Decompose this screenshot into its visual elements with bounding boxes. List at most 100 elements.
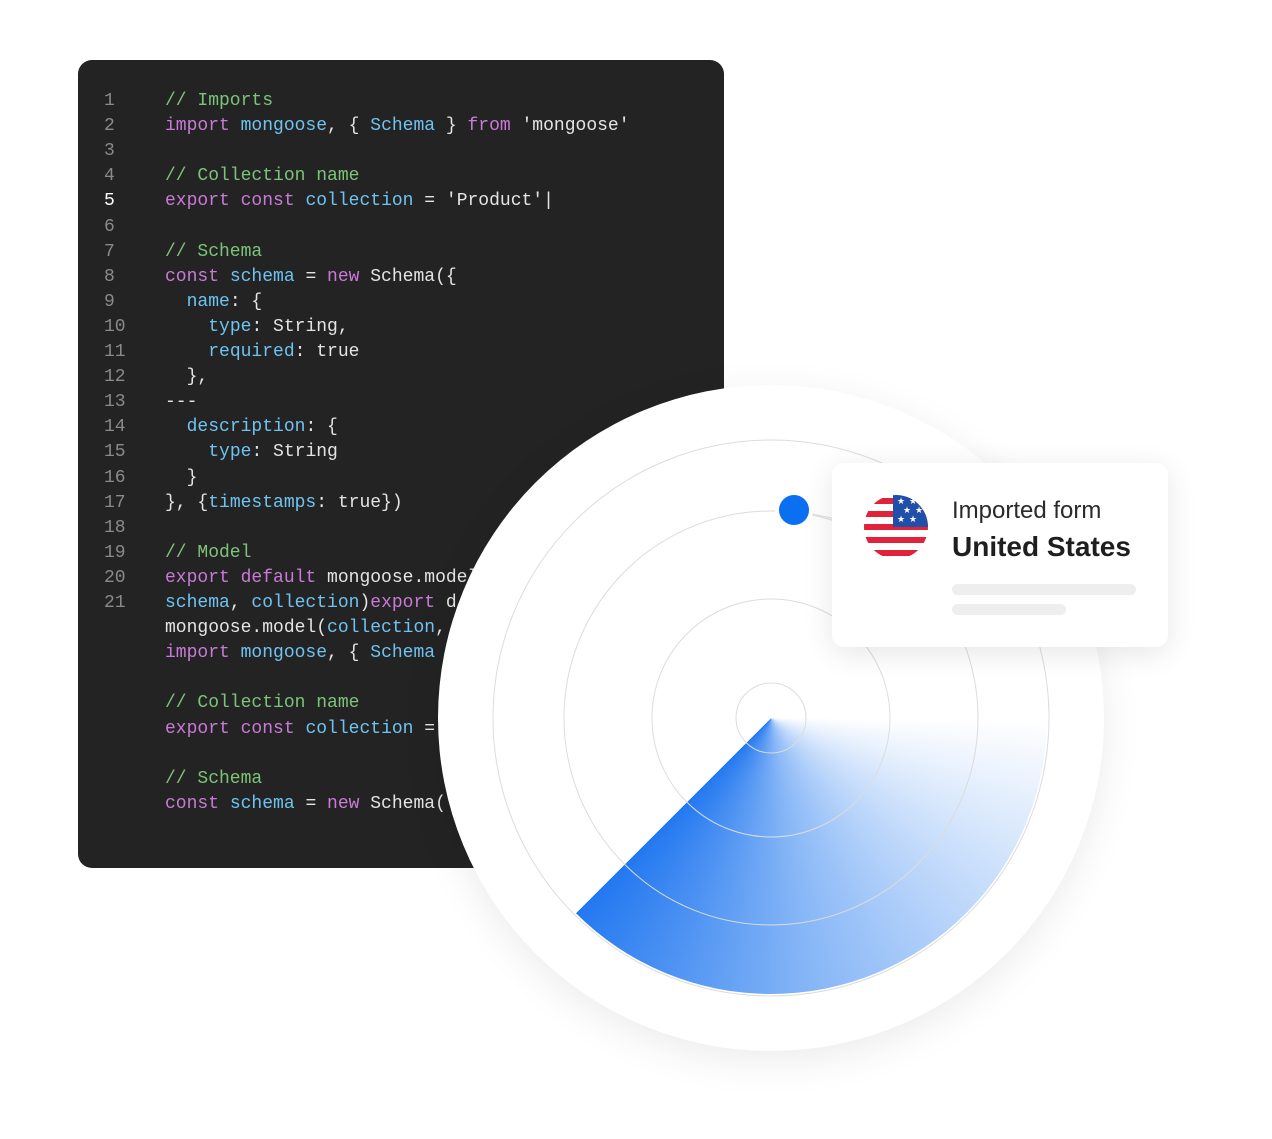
code-row: const schema = new Schema( [78, 792, 724, 817]
code-token: : String, [251, 316, 349, 337]
code-token: // Schema [165, 768, 263, 789]
code-token: Schema({ [359, 266, 457, 287]
code-token: new [327, 793, 360, 814]
code-text: mongoose.model(collection, [165, 616, 446, 641]
code-text: // Schema [165, 767, 262, 792]
code-row: 18 [78, 516, 724, 541]
card-label: Imported form [952, 497, 1102, 524]
code-token: = [294, 266, 328, 287]
code-token: collection [305, 718, 414, 739]
code-token: export [165, 718, 230, 739]
code-token: new [327, 266, 360, 287]
code-token: , [229, 593, 252, 613]
line-number: 1 [104, 91, 115, 111]
code-row: 2 import mongoose, { Schema } from 'mongo… [78, 114, 724, 139]
code-row: 9 name: { [78, 290, 724, 315]
line-number: 19 [104, 542, 126, 563]
code-token: : true [294, 342, 360, 362]
code-token: mongoose.model( [165, 618, 328, 639]
code-text: required: true [165, 340, 359, 365]
line-number: 14 [104, 417, 126, 438]
code-token: }, [165, 367, 209, 388]
code-token: const [240, 191, 295, 212]
code-token: Schema( [359, 793, 446, 814]
line-number: 16 [104, 467, 126, 488]
svg-text:★: ★ [897, 497, 905, 507]
ring [492, 439, 1050, 997]
code-token: mongoose [240, 643, 328, 664]
code-text: } [165, 466, 198, 491]
code-token: // Collection name [165, 166, 360, 187]
code-token: timestamps [208, 492, 317, 513]
code-token: , [435, 618, 446, 639]
code-token: export [370, 593, 436, 613]
line-number: 4 [104, 166, 115, 187]
location-dot [779, 495, 809, 525]
code-token: : true}) [316, 492, 403, 513]
code-text: // Imports [165, 89, 273, 114]
code-text: --- [165, 390, 197, 415]
code-token: collection [327, 618, 436, 639]
line-number: 10 [104, 316, 126, 337]
code-text: name: { [165, 290, 263, 315]
code-text: const schema = new Schema( [165, 792, 446, 817]
code-token: import [165, 643, 230, 664]
code-text: const schema = new Schema({ [165, 265, 457, 290]
code-token: mongoose.model [316, 567, 479, 588]
code-token: export [165, 191, 230, 212]
line-number: 21 [104, 593, 126, 613]
code-token: d [435, 593, 457, 613]
svg-text:★: ★ [909, 515, 917, 525]
flag: ★ ★ ★ ★ ★ ★ [864, 495, 928, 559]
code-row: export const collection = [78, 717, 724, 742]
code-row: // Schema [78, 767, 724, 792]
code-token: schema [165, 593, 230, 613]
line-number: 2 [104, 116, 115, 137]
line-number: 15 [104, 442, 126, 463]
code-token: export [165, 567, 230, 588]
code-token: type [208, 316, 252, 337]
code-text: // Model [165, 541, 251, 566]
code-token: required [208, 342, 295, 362]
line-number: 11 [104, 342, 126, 362]
code-token: : String [251, 442, 338, 463]
placeholder-bar [952, 604, 1066, 615]
code-token: type [208, 442, 252, 463]
code-row: 3 [78, 139, 724, 164]
code-token: = [413, 718, 436, 739]
code-token: collection [251, 593, 360, 613]
code-token: 'mongoose' [510, 116, 630, 137]
code-token: = 'Product'| [413, 191, 554, 212]
line-number: 12 [104, 367, 126, 388]
code-token: , { [327, 643, 371, 664]
code-text: export default mongoose.model [165, 566, 478, 591]
code-token: schema [229, 266, 295, 287]
line-number: 20 [104, 567, 126, 588]
code-row: 13 --- [78, 390, 724, 415]
code-text: // Collection name [165, 691, 359, 716]
code-token: // Collection name [165, 693, 360, 714]
code-row: 19 // Model [78, 541, 724, 566]
code-token: : { [305, 417, 338, 438]
code-row: 15 type: String [78, 440, 724, 465]
code-token: const [165, 266, 220, 287]
code-text: import mongoose, { Schema [165, 641, 435, 666]
line-number: 17 [104, 492, 126, 513]
line-number: 13 [104, 392, 126, 413]
ring [651, 598, 891, 838]
code-row: 17}, {timestamps: true}) [78, 491, 724, 516]
code-token: , { [327, 116, 371, 137]
code-token: // Schema [165, 241, 263, 262]
ring [735, 682, 807, 754]
code-token: description [186, 417, 306, 438]
line-number: 7 [104, 241, 115, 262]
code-token: default [240, 567, 317, 588]
code-token: from [467, 116, 511, 137]
code-token: Schema [370, 116, 436, 137]
code-row: 20 export default mongoose.model [78, 566, 724, 591]
code-text: export const collection = [165, 717, 435, 742]
code-token: Schema [370, 643, 436, 664]
code-row: 11 required: true [78, 340, 724, 365]
